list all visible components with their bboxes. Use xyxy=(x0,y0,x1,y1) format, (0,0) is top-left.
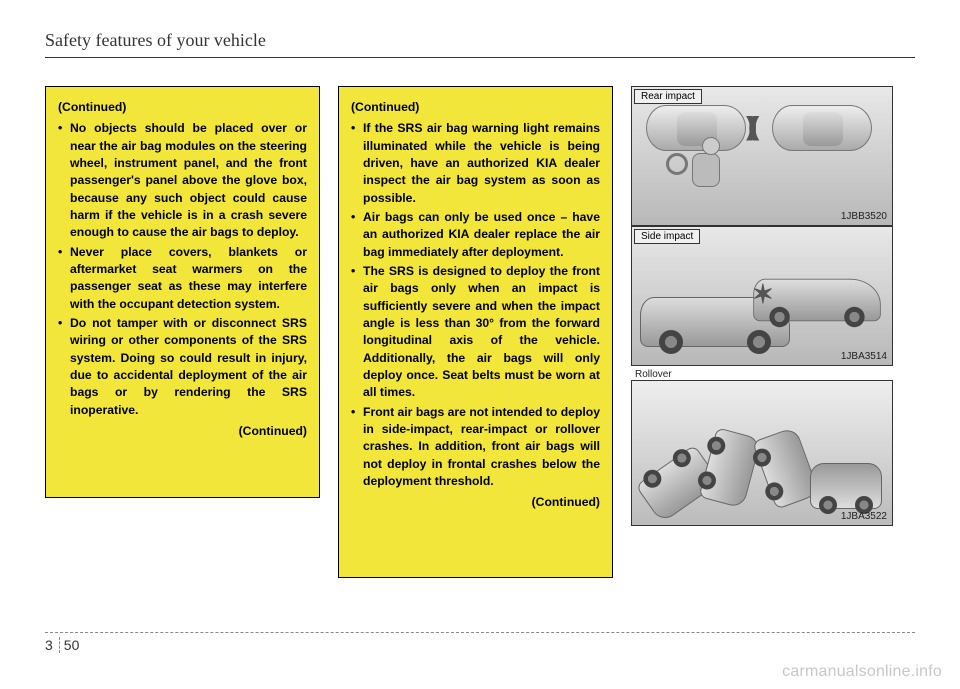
warning-item: No objects should be placed over or near… xyxy=(58,120,307,241)
warning-item: If the SRS air bag warning light remains… xyxy=(351,120,600,207)
page-footer: 350 xyxy=(45,632,915,653)
continued-label: (Continued) xyxy=(58,423,307,440)
figure-rollover: Rollover 1JBA3522 xyxy=(631,366,893,526)
warning-box-1: (Continued) No objects should be placed … xyxy=(45,86,320,498)
continued-label: (Continued) xyxy=(351,99,600,116)
figure-label: Rollover xyxy=(633,368,674,381)
header-title: Safety features of your vehicle xyxy=(45,30,266,50)
warning-item: Air bags can only be used once – have an… xyxy=(351,209,600,261)
figure-rear-impact: Rear impact )) )) 1JBB3520 xyxy=(631,86,893,226)
warning-box-2: (Continued) If the SRS air bag warning l… xyxy=(338,86,613,578)
warning-item: Front air bags are not intended to deplo… xyxy=(351,404,600,491)
watermark: carmanualsonline.info xyxy=(782,663,942,681)
page-number: 50 xyxy=(64,637,80,653)
warning-item: Never place covers, blankets or aftermar… xyxy=(58,244,307,313)
figure-code: 1JBA3522 xyxy=(841,511,887,522)
chapter-number: 3 xyxy=(45,637,60,653)
figure-code: 1JBB3520 xyxy=(841,211,887,222)
continued-label: (Continued) xyxy=(58,99,307,116)
figure-code: 1JBA3514 xyxy=(841,351,887,362)
warning-item: The SRS is designed to deploy the front … xyxy=(351,263,600,402)
figures-column: Rear impact )) )) 1JBB3520 Side impact ✶… xyxy=(631,86,893,578)
continued-label: (Continued) xyxy=(351,494,600,511)
content-columns: (Continued) No objects should be placed … xyxy=(45,86,915,578)
warning-list-2: If the SRS air bag warning light remains… xyxy=(351,120,600,490)
figure-side-impact: Side impact ✶ 1JBA3514 xyxy=(631,226,893,366)
warning-list-1: No objects should be placed over or near… xyxy=(58,120,307,419)
page-header: Safety features of your vehicle xyxy=(45,30,915,58)
driver-icon xyxy=(662,131,732,191)
warning-item: Do not tamper with or disconnect SRS wir… xyxy=(58,315,307,419)
figure-label: Side impact xyxy=(634,229,700,244)
figure-label: Rear impact xyxy=(634,89,702,104)
